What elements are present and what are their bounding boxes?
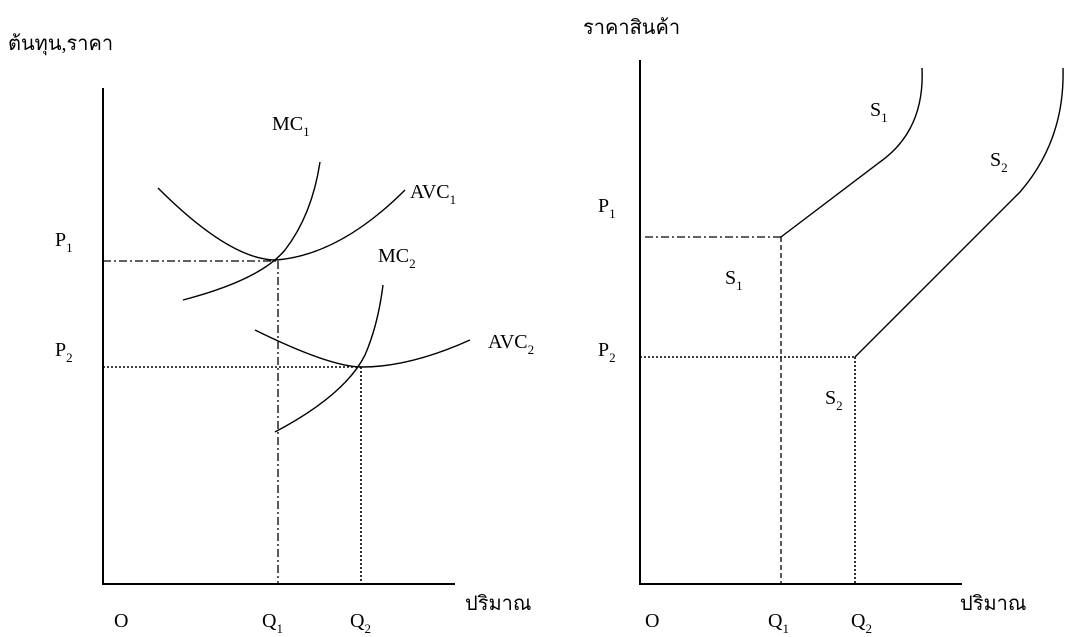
- curve-label-sub: 2: [528, 342, 535, 357]
- avc1-curve: [158, 188, 405, 260]
- right-panel: [639, 60, 1063, 585]
- avc2-curve: [255, 330, 470, 367]
- quantity-label-main: Q: [851, 610, 866, 632]
- curve-label-main: AVC: [410, 181, 450, 203]
- price-label: P1: [598, 195, 616, 221]
- price-label: P1: [55, 229, 73, 255]
- quantity-label-sub: 1: [276, 621, 283, 636]
- region-label-sub: 2: [836, 398, 843, 413]
- price-label-sub: 2: [609, 350, 616, 365]
- curve-label-sub: 1: [303, 124, 310, 139]
- price-label-main: P: [55, 229, 66, 251]
- mc2-curve: [275, 285, 383, 432]
- curve-label-main: AVC: [488, 331, 528, 353]
- region-label: S2: [825, 387, 843, 413]
- curve-label-sub: 1: [881, 110, 888, 125]
- curve-label-sub: 2: [1001, 160, 1008, 175]
- curve-label-main: MC: [272, 113, 303, 135]
- quantity-label-sub: 1: [782, 621, 789, 636]
- curve-label-sub: 1: [450, 192, 457, 207]
- curve-label-main: S: [990, 149, 1001, 171]
- quantity-label: Q2: [350, 610, 371, 636]
- curve-label: AVC1: [410, 181, 456, 207]
- curve-label-main: MC: [378, 245, 409, 267]
- curve-label: MC1: [272, 113, 310, 139]
- quantity-label: Q2: [851, 610, 872, 636]
- y-axis-label: ราคาสินค้า: [583, 17, 680, 39]
- region-label-main: S: [725, 267, 736, 289]
- quantity-label-main: Q: [262, 610, 277, 632]
- price-label-sub: 1: [66, 240, 73, 255]
- curve-label: S1: [870, 99, 888, 125]
- x-axis-label: ปริมาณ: [465, 593, 531, 615]
- price-label-sub: 1: [609, 206, 616, 221]
- price-label-sub: 2: [66, 350, 73, 365]
- quantity-label: Q1: [262, 610, 283, 636]
- price-label-main: P: [55, 339, 66, 361]
- curve-label: S2: [990, 149, 1008, 175]
- region-label: S1: [725, 267, 743, 293]
- curve-label-main: S: [870, 99, 881, 121]
- y-axis-label: ต้นทุน,ราคา: [8, 33, 113, 56]
- price-label-main: P: [598, 195, 609, 217]
- quantity-label-sub: 2: [364, 621, 371, 636]
- x-axis-label: ปริมาณ: [960, 593, 1026, 615]
- curve-label: AVC2: [488, 331, 534, 357]
- quantity-label-sub: 2: [865, 621, 872, 636]
- quantity-label-main: Q: [350, 610, 365, 632]
- curve-label-sub: 2: [409, 256, 416, 271]
- price-label-main: P: [598, 339, 609, 361]
- curve-label: MC2: [378, 245, 416, 271]
- s1-curve: [781, 68, 922, 237]
- quantity-label: Q1: [768, 610, 789, 636]
- diagram: ต้นทุน,ราคาปริมาณOMC1AVC1MC2AVC2P1P2Q1Q2…: [0, 0, 1065, 637]
- left-panel: [102, 88, 470, 585]
- region-label-main: S: [825, 387, 836, 409]
- origin-label: O: [645, 610, 659, 632]
- origin-label: O: [114, 610, 128, 632]
- price-label: P2: [598, 339, 616, 365]
- region-label-sub: 1: [736, 278, 743, 293]
- mc1-curve: [183, 162, 320, 300]
- price-label: P2: [55, 339, 73, 365]
- quantity-label-main: Q: [768, 610, 783, 632]
